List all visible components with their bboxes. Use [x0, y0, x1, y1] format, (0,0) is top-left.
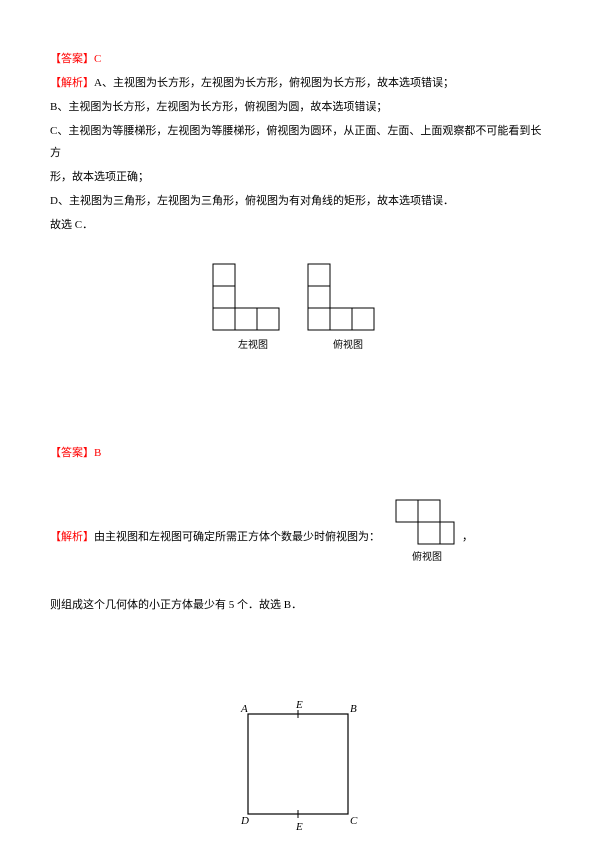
q2-answer-value: B [94, 447, 101, 459]
fig1-right-label: 俯视图 [333, 338, 363, 351]
q2-conclusion: 则组成这个几何体的小正方体最少有 5 个．故选 B． [50, 594, 545, 616]
svg-text:D: D [240, 815, 249, 827]
svg-text:B: B [350, 703, 357, 715]
q1-optC-line2: 形，故本选项正确； [50, 166, 545, 188]
fig2-label: 俯视图 [412, 550, 442, 563]
svg-text:E: E [295, 699, 303, 711]
q2-answer-label: 【答案】 [50, 447, 94, 459]
figure-top-view: 俯视图 [384, 494, 462, 580]
q1-analysis-optA: 【解析】A、主视图为长方形，左视图为长方形，俯视图为长方形，故本选项错误； [50, 72, 545, 94]
fig1-left-label: 左视图 [238, 338, 268, 351]
q2-analysis-text: 由主视图和左视图可确定所需正方体个数最少时俯视图为： [94, 531, 380, 543]
q1-answer-label: 【答案】 [50, 53, 94, 65]
q2-answer: 【答案】B [50, 442, 545, 464]
q2-analysis-row: 【解析】由主视图和左视图可确定所需正方体个数最少时俯视图为： 俯视图 ， [50, 494, 545, 580]
q1-optA-text: A、主视图为长方形，左视图为长方形，俯视图为长方形，故本选项错误； [94, 77, 454, 89]
q1-conclusion: 故选 C． [50, 214, 545, 236]
views-svg: 左视图 俯视图 [198, 254, 398, 364]
q2-comma: ， [462, 526, 473, 548]
q1-answer: 【答案】C [50, 48, 545, 70]
svg-text:A: A [240, 703, 248, 715]
svg-text:C: C [350, 815, 358, 827]
q1-answer-value: C [94, 53, 101, 65]
figure-views-pair: 左视图 俯视图 [198, 254, 398, 372]
square-svg: A E B C E D [223, 696, 373, 836]
q1-optC-line1: C、主视图为等腰梯形，左视图为等腰梯形，俯视图为圆环，从正面、左面、上面观察都不… [50, 120, 545, 164]
q1-optD: D、主视图为三角形，左视图为三角形，俯视图为有对角线的矩形，故本选项错误． [50, 190, 545, 212]
q1-analysis-label: 【解析】 [50, 77, 94, 89]
svg-text:E: E [295, 821, 303, 833]
q2-analysis-label: 【解析】 [50, 531, 94, 543]
figure-square-abcd: A E B C E D [223, 696, 373, 844]
top-view-svg: 俯视图 [384, 494, 462, 572]
q1-optB: B、主视图为长方形，左视图为长方形，俯视图为圆，故本选项错误； [50, 96, 545, 118]
